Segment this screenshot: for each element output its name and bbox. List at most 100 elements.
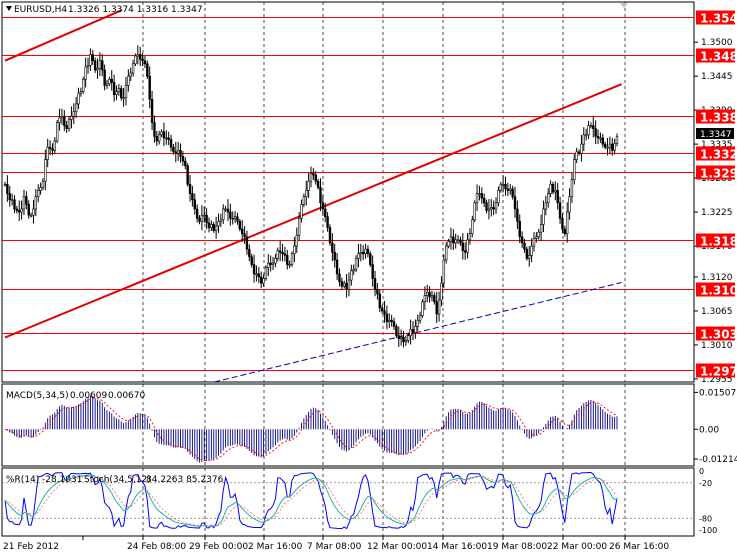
wpr-value: -28.1031 xyxy=(42,475,82,485)
candle-body xyxy=(361,251,365,255)
candle-body xyxy=(82,78,85,92)
candle-body xyxy=(520,236,524,244)
candle-body xyxy=(506,188,510,191)
candle-body xyxy=(79,91,83,94)
candle-body xyxy=(210,224,213,228)
trendline-channel xyxy=(4,83,622,339)
candle-body xyxy=(478,193,481,195)
candle-body xyxy=(454,239,457,244)
candle-body xyxy=(195,208,199,219)
candle-body xyxy=(297,217,301,236)
candle-body xyxy=(589,125,593,127)
candle-body xyxy=(556,190,559,204)
candle-body xyxy=(188,183,192,194)
candle-body xyxy=(169,139,173,148)
candle-body xyxy=(615,136,619,144)
candle-body xyxy=(229,211,232,219)
candle-body xyxy=(96,68,99,71)
candle-body xyxy=(44,159,47,182)
candle-body xyxy=(601,137,604,145)
candle-body xyxy=(373,278,377,290)
candle-body xyxy=(343,282,346,287)
wpr-tick-label: 0 xyxy=(699,467,704,476)
candle-body xyxy=(295,234,298,247)
candle-body xyxy=(570,179,574,197)
candle-body xyxy=(539,224,543,233)
wpr-panel-frame xyxy=(1,467,695,537)
candle-body xyxy=(41,180,45,188)
candle-body xyxy=(416,319,419,327)
candle-body xyxy=(305,190,308,197)
candle-body xyxy=(596,136,600,139)
collapse-arrow-icon[interactable] xyxy=(6,6,12,11)
candle-body xyxy=(309,173,313,182)
candle-body xyxy=(32,208,35,216)
candle-body xyxy=(48,146,52,150)
candle-body xyxy=(89,54,92,66)
wpr-tick-label: -20 xyxy=(699,479,712,488)
candle-body xyxy=(608,143,612,148)
current-price-tag xyxy=(696,128,734,139)
candle-body xyxy=(525,248,529,259)
candle-body xyxy=(611,143,614,151)
candle-body xyxy=(212,224,215,231)
candle-body xyxy=(366,248,370,255)
candle-body xyxy=(565,211,569,235)
candle-body xyxy=(122,97,125,100)
candle-body xyxy=(404,339,408,343)
candle-body xyxy=(93,60,97,71)
candle-body xyxy=(72,111,75,117)
candle-body xyxy=(259,276,263,284)
candle-body xyxy=(399,336,403,340)
level-label: 1.303 xyxy=(700,328,737,342)
candle-body xyxy=(528,255,531,259)
time-tick-label: 14 Mar 16:00 xyxy=(427,542,487,549)
candle-body xyxy=(542,208,545,225)
candle-body xyxy=(411,329,415,333)
candle-body xyxy=(430,295,434,298)
candle-body xyxy=(181,156,185,162)
candle-body xyxy=(480,193,483,199)
candle-body xyxy=(461,242,465,251)
time-tick-label: 7 Mar 08:00 xyxy=(307,542,362,549)
level-label: 1.318 xyxy=(700,235,737,249)
candle-body xyxy=(217,221,220,227)
candle-body xyxy=(91,54,94,61)
candle-body xyxy=(350,270,353,281)
macd-tick-label: 0.00 xyxy=(699,425,719,435)
level-label-box xyxy=(696,109,735,124)
candle-body xyxy=(207,222,211,228)
candle-body xyxy=(20,208,23,213)
stoch-values: 84.2263 85.2376 xyxy=(146,475,224,485)
candle-body xyxy=(238,221,242,230)
candle-body xyxy=(501,183,505,186)
candle-body xyxy=(165,137,168,140)
candle-body xyxy=(134,55,137,65)
candle-body xyxy=(29,214,33,217)
candle-body xyxy=(466,239,469,253)
candle-body xyxy=(426,292,429,296)
candle-body xyxy=(523,242,526,250)
candle-body xyxy=(300,204,303,219)
candle-body xyxy=(418,315,422,321)
level-label-box xyxy=(696,233,735,248)
candle-body xyxy=(328,227,332,244)
candle-body xyxy=(345,282,348,290)
candle-body xyxy=(27,204,30,216)
stoch-title: Stoch(34,5,12) xyxy=(84,475,151,485)
candle-body xyxy=(504,183,507,190)
candle-body xyxy=(74,103,78,112)
level-label-box xyxy=(696,10,735,25)
candle-body xyxy=(39,187,42,191)
stoch-main-line xyxy=(4,474,618,527)
candle-body xyxy=(333,251,336,261)
price-tick-label: 1.3010 xyxy=(701,341,733,351)
candle-body xyxy=(513,196,517,210)
time-tick-label: 2 Mar 16:00 xyxy=(248,542,303,549)
macd-value-2: 0.00670 xyxy=(108,391,145,401)
candle-body xyxy=(131,63,135,74)
candle-body xyxy=(60,116,64,119)
candle-body xyxy=(606,146,609,149)
